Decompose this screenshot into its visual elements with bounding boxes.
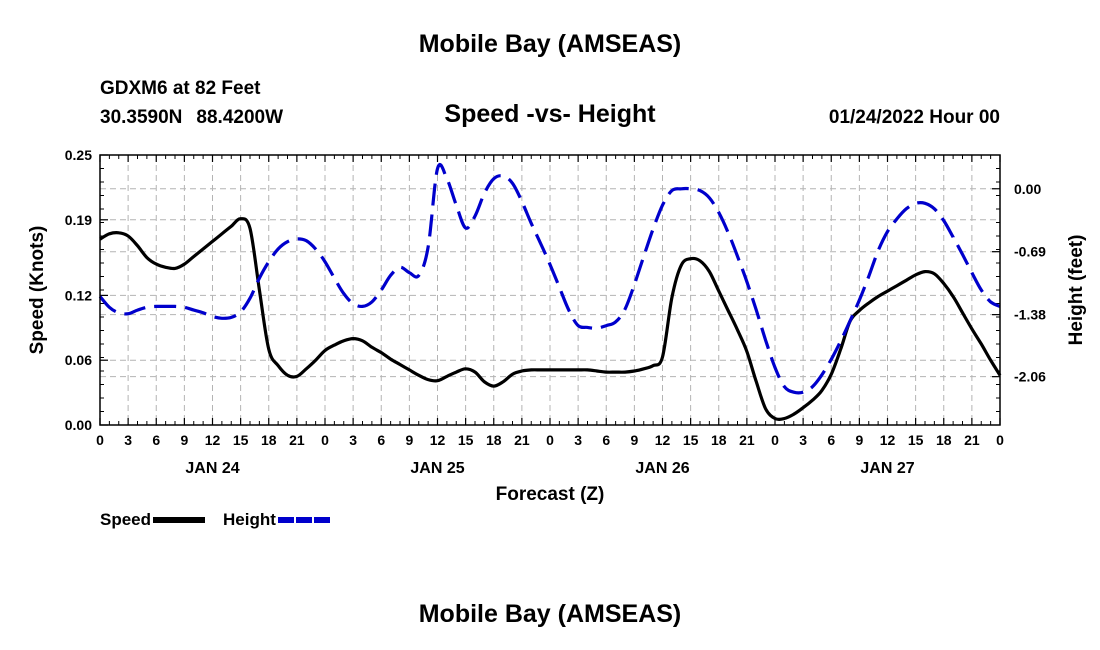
x-tick-label: 6 — [152, 432, 160, 448]
latitude: 30.3590N — [100, 107, 183, 128]
y-tick-label: 0.19 — [65, 212, 92, 228]
x-tick-label: 12 — [205, 432, 221, 448]
x-tick-label: 18 — [936, 432, 952, 448]
date-label: JAN 24 — [185, 460, 239, 477]
x-tick-label: 3 — [799, 432, 807, 448]
forecast-datetime: 01/24/2022 Hour 00 — [828, 107, 1000, 128]
x-tick-label: 15 — [683, 432, 699, 448]
x-tick-label: 9 — [180, 432, 188, 448]
y-axis-label: Speed (Knots) — [27, 226, 48, 355]
x-tick-label: 3 — [349, 432, 357, 448]
x-tick-label: 9 — [630, 432, 638, 448]
x-tick-label: 21 — [289, 432, 305, 448]
x-tick-label: 21 — [964, 432, 980, 448]
y2-tick-label: -0.69 — [1014, 244, 1046, 260]
x-tick-label: 12 — [655, 432, 671, 448]
legend-height-swatch — [277, 517, 330, 523]
y2-axis-label: Height (feet) — [1066, 235, 1087, 346]
x-tick-label: 0 — [96, 432, 104, 448]
x-tick-label: 0 — [996, 432, 1004, 448]
station-label: GDXM6 at 82 Feet — [100, 78, 261, 99]
x-tick-label: 15 — [458, 432, 474, 448]
footer-title: Mobile Bay (AMSEAS) — [418, 600, 682, 628]
x-tick-label: 18 — [711, 432, 727, 448]
x-tick-label: 0 — [321, 432, 329, 448]
y-tick-label: 0.00 — [65, 417, 92, 433]
x-tick-label: 0 — [771, 432, 779, 448]
y2-tick-label: -2.06 — [1014, 369, 1046, 385]
x-tick-label: 12 — [430, 432, 446, 448]
chart-title: Speed -vs- Height — [444, 100, 656, 128]
longitude: 88.4200W — [196, 107, 284, 128]
x-tick-label: 21 — [514, 432, 530, 448]
y-tick-label: 0.25 — [65, 147, 92, 163]
plot-frame — [99, 154, 1001, 426]
legend: Speed Height — [100, 510, 348, 530]
x-tick-label: 3 — [574, 432, 582, 448]
x-tick-label: 18 — [486, 432, 502, 448]
x-tick-label: 9 — [855, 432, 863, 448]
legend-height: Height — [223, 510, 330, 530]
y2-tick-label: -1.38 — [1014, 307, 1046, 323]
station-coords: 30.3590N 88.4200W — [100, 107, 297, 129]
y-tick-label: 0.06 — [65, 352, 92, 368]
y2-tick-label: 0.00 — [1014, 181, 1041, 197]
series-lines — [98, 162, 1002, 421]
height-series-line — [98, 162, 1001, 395]
x-axis-label: Forecast (Z) — [496, 484, 605, 505]
x-tick-label: 21 — [739, 432, 755, 448]
x-tick-label: 9 — [405, 432, 413, 448]
tick-labels: 0 3 6 9 12 15 18 21 0 3 6 9 12 15 18 21 0 3 6 9 12 15 18 21 0 3 6 9… — [65, 147, 1046, 477]
legend-height-label: Height — [223, 510, 276, 529]
x-tick-label: 6 — [827, 432, 835, 448]
y-tick-label: 0.12 — [65, 287, 92, 303]
date-label: JAN 26 — [635, 460, 689, 477]
x-tick-label: 12 — [880, 432, 896, 448]
x-tick-label: 0 — [546, 432, 554, 448]
date-label: JAN 25 — [410, 460, 464, 477]
page-title: Mobile Bay (AMSEAS) — [418, 30, 682, 58]
x-tick-label: 3 — [124, 432, 132, 448]
x-tick-label: 15 — [233, 432, 249, 448]
legend-speed: Speed — [100, 510, 206, 530]
legend-speed-swatch — [153, 517, 206, 523]
x-tick-label: 6 — [377, 432, 385, 448]
legend-speed-label: Speed — [100, 510, 152, 529]
x-tick-label: 15 — [908, 432, 924, 448]
date-label: JAN 27 — [860, 460, 914, 477]
x-tick-label: 6 — [602, 432, 610, 448]
x-tick-label: 18 — [261, 432, 277, 448]
